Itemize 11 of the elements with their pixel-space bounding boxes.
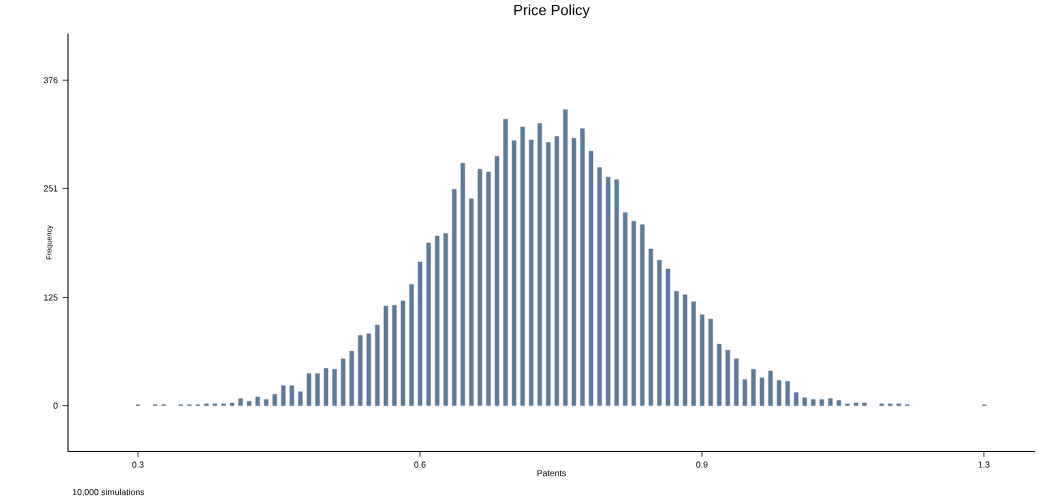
y-tick-label: 125 [44, 294, 58, 301]
chart-title: Price Policy [514, 4, 590, 18]
y-tick-label: 251 [43, 185, 58, 192]
y-tick-label: 0 [53, 402, 58, 409]
text: 10,000 simulations [72, 488, 145, 496]
x-tick-label: 0.6 [414, 461, 426, 468]
y-tick-label: 376 [43, 76, 58, 84]
x-tick-label: 0.9 [696, 461, 708, 468]
x-tick-label: 0.3 [132, 461, 144, 468]
x-axis-title: Patents [537, 469, 566, 476]
x-tick-label: 1.3 [978, 461, 990, 468]
